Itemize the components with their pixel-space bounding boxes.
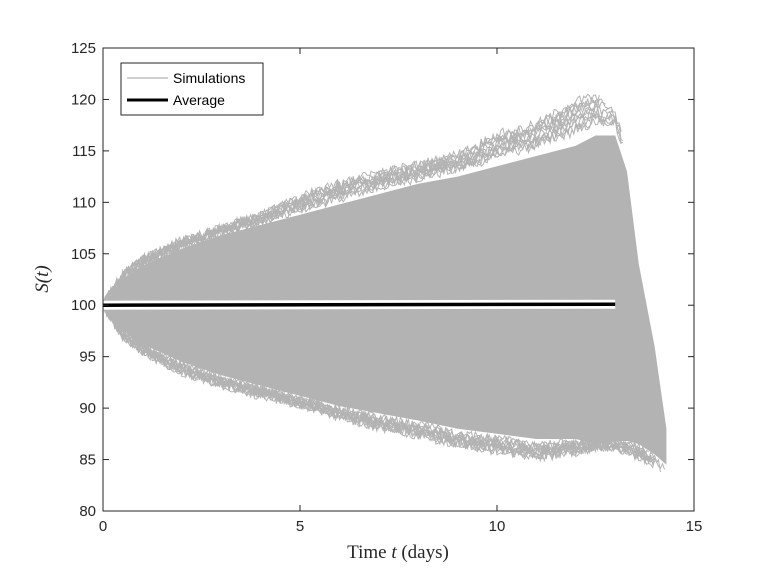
legend-simulations-label: Simulations [173, 70, 245, 86]
average-line-series [103, 302, 616, 307]
y-tick-label: 80 [79, 503, 96, 520]
simulation-path [103, 96, 606, 311]
tick-labels: 0 5 10 15 80 85 90 95 100 105 110 115 120 125 [71, 40, 702, 535]
y-tick-label: 100 [71, 297, 96, 314]
y-tick-label: 105 [71, 246, 96, 263]
plot-area [103, 93, 667, 473]
x-axis-label: Time t (days) [347, 542, 449, 563]
average-line [103, 299, 616, 310]
x-tick-label: 10 [489, 518, 506, 535]
y-tick-label: 110 [72, 194, 96, 211]
simulation-path [103, 308, 656, 469]
legend: Simulations Average [120, 62, 264, 116]
y-axis-label: S(t) [32, 265, 53, 292]
y-tick-label: 115 [72, 143, 96, 160]
x-tick-label: 0 [99, 518, 107, 535]
x-axis-label-unit: (days) [401, 542, 448, 563]
x-axis-label-text: Time [347, 542, 386, 563]
axes-box [102, 47, 695, 512]
legend-average-label: Average [173, 92, 225, 108]
simulation-path [103, 303, 654, 463]
simulation-paths [103, 93, 667, 473]
y-tick-label: 90 [79, 400, 96, 417]
x-tick-label: 15 [686, 518, 703, 535]
y-tick-label: 85 [79, 452, 96, 469]
y-tick-label: 120 [71, 91, 96, 108]
y-tick-label: 95 [79, 349, 96, 366]
axis-ticks [102, 47, 695, 512]
legend-box [120, 62, 264, 116]
x-axis-label-var: t [391, 542, 397, 563]
x-tick-label: 5 [296, 518, 304, 535]
simulation-path [103, 93, 600, 311]
y-tick-label: 125 [71, 40, 96, 57]
simulation-envelope [103, 135, 667, 465]
